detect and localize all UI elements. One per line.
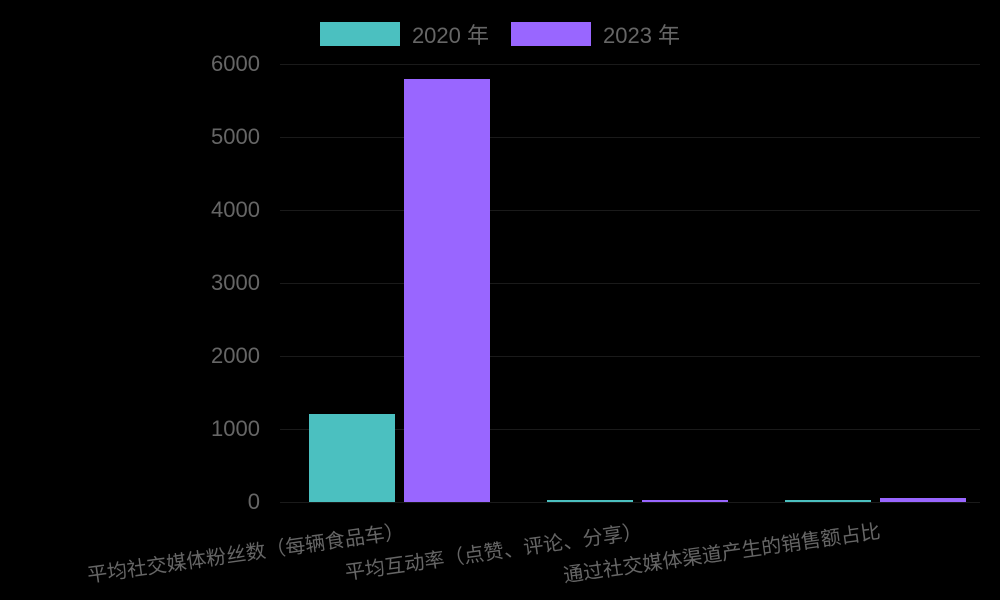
bar-2020[interactable] bbox=[785, 500, 871, 502]
legend-label-2023: 2023 年 bbox=[603, 23, 681, 48]
y-tick-label: 2000 bbox=[211, 343, 260, 368]
legend-item-2023[interactable]: 2023 年 bbox=[511, 18, 680, 50]
gridline bbox=[280, 502, 980, 503]
y-tick-label: 6000 bbox=[211, 51, 260, 76]
bar-2020[interactable] bbox=[547, 500, 633, 502]
legend-item-2020[interactable]: 2020 年 bbox=[319, 18, 489, 50]
gridline bbox=[280, 137, 980, 138]
gridline bbox=[280, 356, 980, 357]
y-tick-label: 3000 bbox=[211, 270, 260, 295]
gridline bbox=[280, 64, 980, 65]
bar-2023[interactable] bbox=[880, 497, 966, 502]
gridline bbox=[280, 283, 980, 284]
bar-2023[interactable] bbox=[404, 78, 490, 502]
gridline bbox=[280, 210, 980, 211]
y-tick-label: 5000 bbox=[211, 124, 260, 149]
y-tick-label: 0 bbox=[247, 489, 260, 514]
legend-swatch-2023 bbox=[511, 22, 591, 46]
y-tick-label: 4000 bbox=[211, 197, 260, 222]
bar-2023[interactable] bbox=[642, 500, 728, 502]
gridline bbox=[280, 429, 980, 430]
legend-label-2020: 2020 年 bbox=[411, 23, 489, 48]
chart-legend: 2020 年 2023 年 bbox=[0, 18, 1000, 50]
y-tick-label: 1000 bbox=[211, 416, 260, 441]
legend-swatch-2020 bbox=[319, 22, 400, 46]
bar-2020[interactable] bbox=[309, 414, 395, 502]
